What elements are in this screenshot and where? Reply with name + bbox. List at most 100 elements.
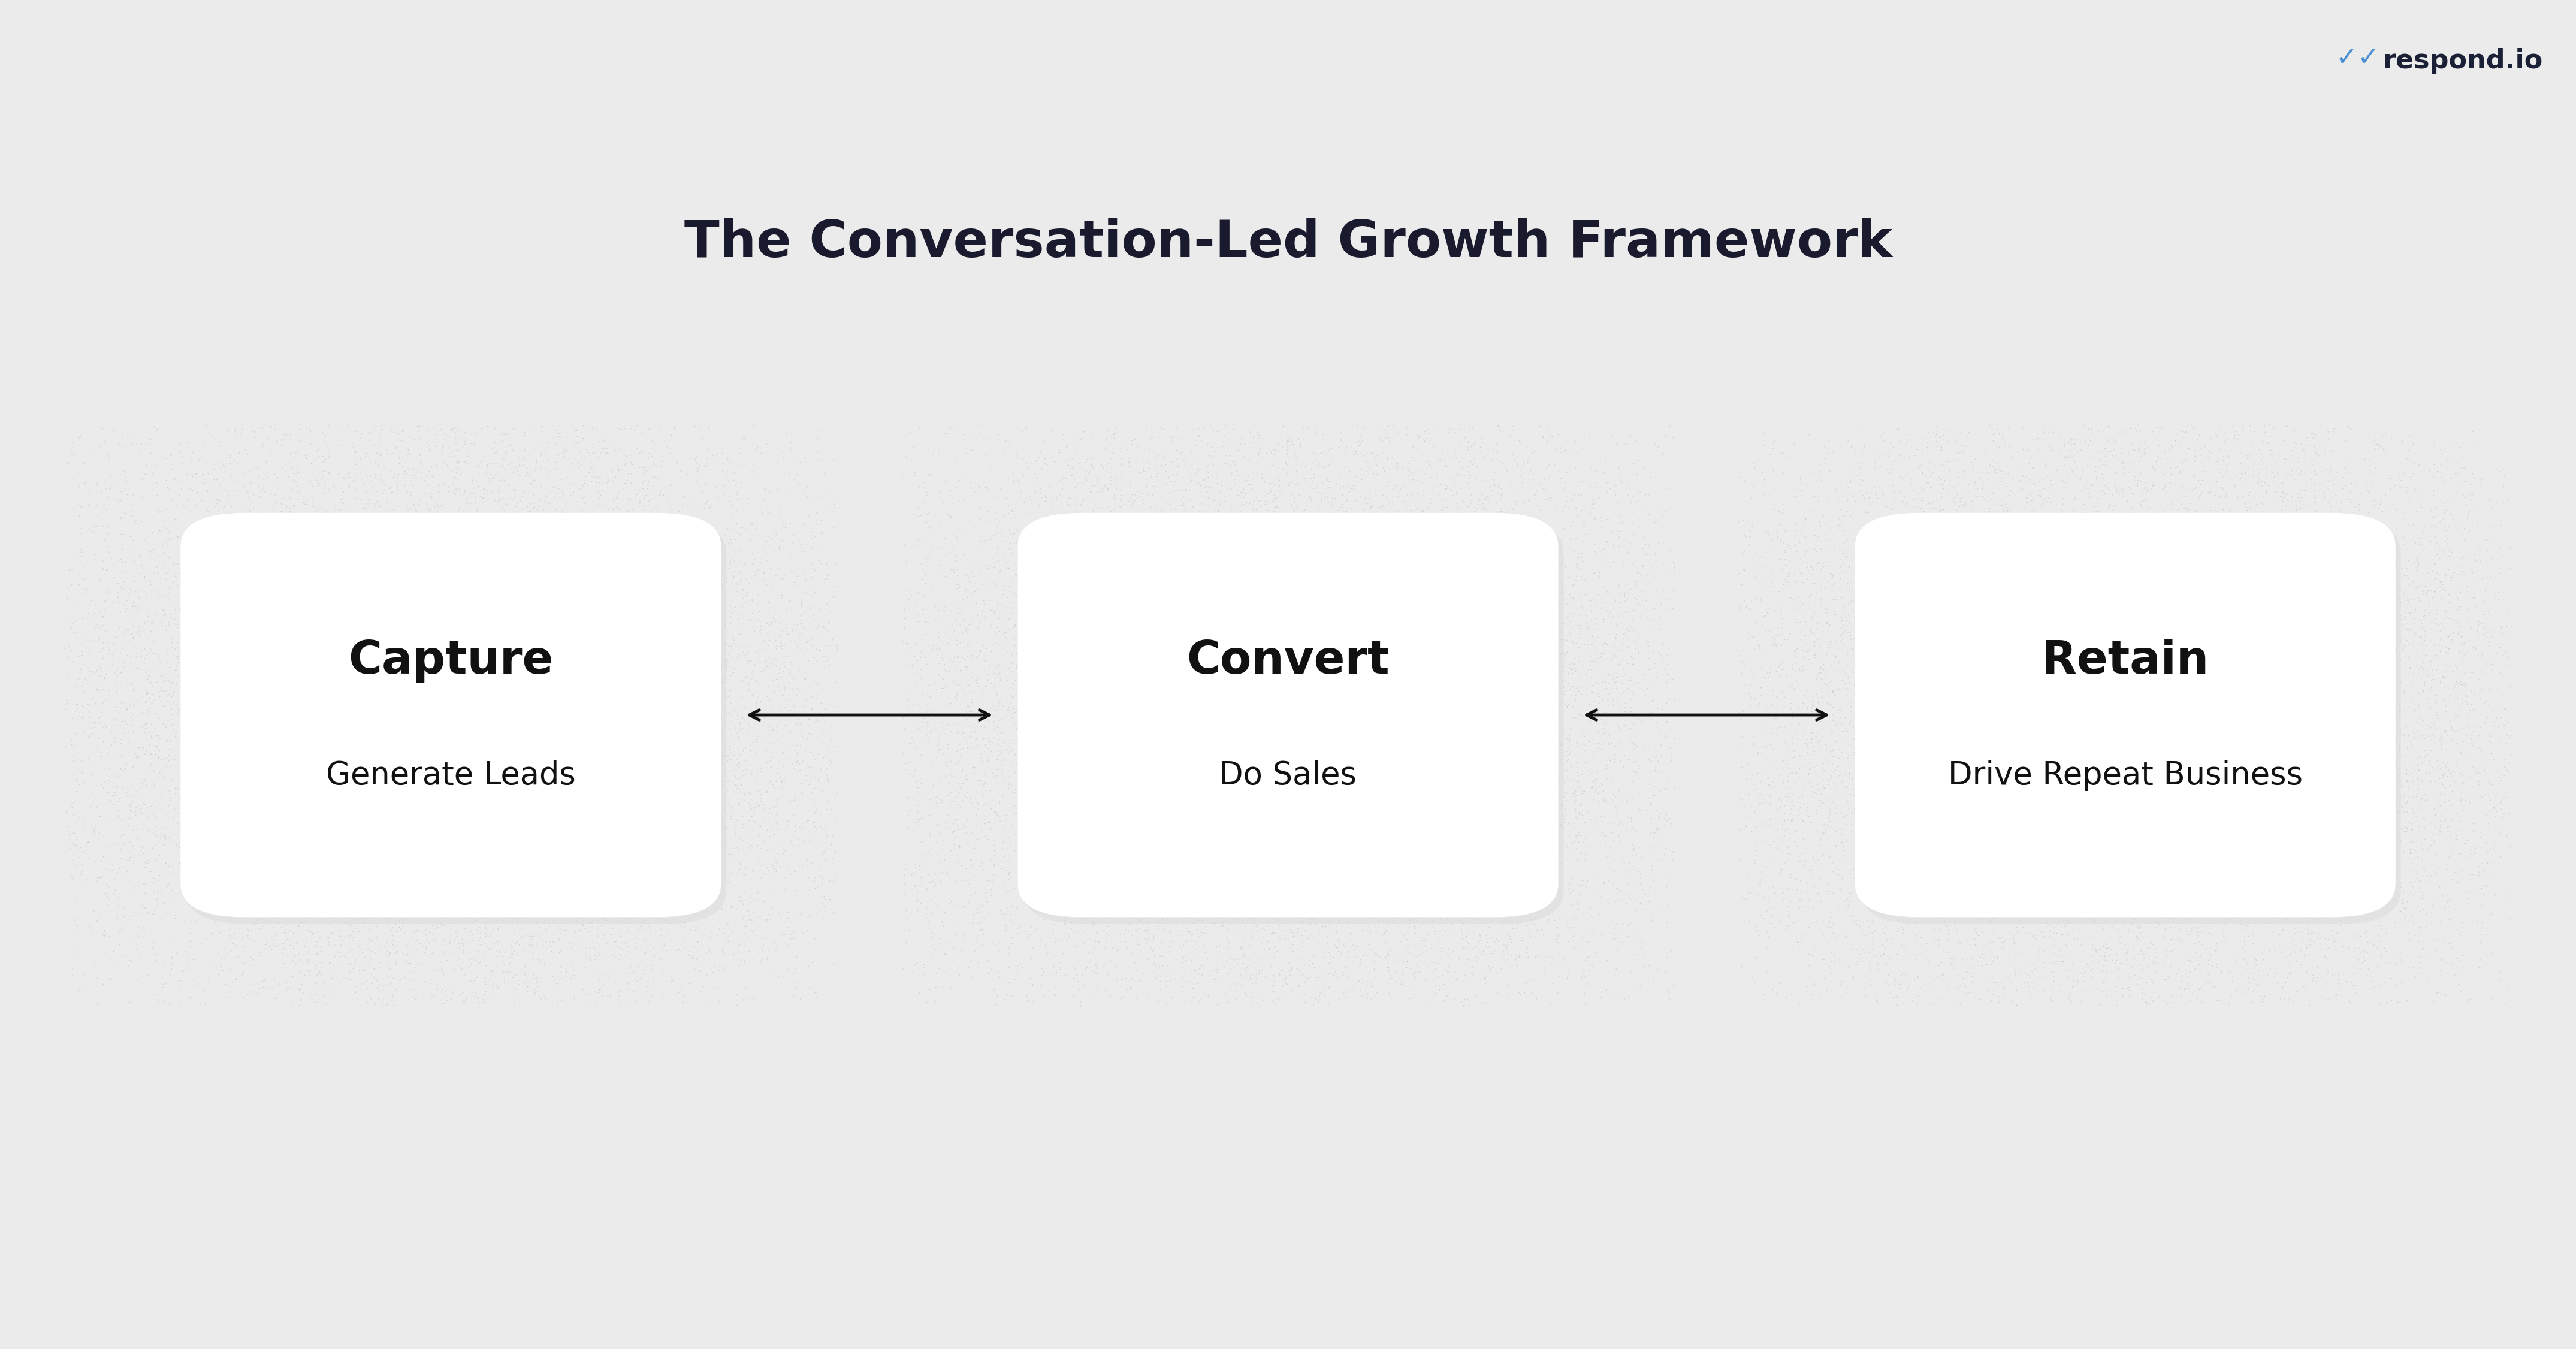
Point — [2391, 674, 2432, 696]
Point — [1850, 938, 1891, 959]
Point — [2045, 909, 2087, 931]
Point — [1984, 921, 2025, 943]
Point — [134, 746, 175, 768]
Point — [144, 824, 185, 846]
Point — [747, 859, 788, 881]
Point — [82, 865, 124, 886]
Point — [1018, 417, 1059, 438]
Point — [2427, 858, 2468, 880]
Point — [1772, 804, 1814, 826]
Point — [474, 432, 515, 453]
Point — [90, 476, 131, 498]
Point — [716, 482, 757, 503]
Point — [381, 912, 422, 934]
Point — [778, 643, 819, 665]
Point — [806, 724, 848, 746]
Point — [407, 438, 448, 460]
Point — [1610, 811, 1651, 832]
Point — [1025, 447, 1066, 468]
Point — [961, 897, 1002, 919]
Point — [2375, 726, 2416, 747]
Point — [2452, 581, 2494, 603]
Point — [1553, 530, 1595, 552]
Point — [1051, 500, 1092, 522]
Point — [518, 948, 559, 970]
Point — [922, 608, 963, 630]
Point — [1793, 757, 1834, 778]
Point — [301, 974, 343, 996]
Point — [1340, 948, 1381, 970]
Point — [775, 751, 817, 773]
Point — [397, 495, 438, 517]
Point — [147, 730, 188, 751]
Point — [2043, 951, 2084, 973]
Point — [760, 680, 801, 701]
Point — [2056, 981, 2097, 1002]
Point — [1285, 418, 1327, 440]
Point — [1940, 496, 1981, 518]
Point — [698, 924, 739, 946]
Point — [2460, 519, 2501, 541]
Point — [711, 688, 752, 710]
Point — [1288, 417, 1329, 438]
Point — [582, 437, 623, 459]
Point — [778, 708, 819, 730]
Point — [343, 436, 384, 457]
Point — [1386, 974, 1427, 996]
Point — [2439, 940, 2481, 962]
Point — [1767, 888, 1808, 909]
Point — [124, 803, 165, 824]
Point — [1231, 925, 1273, 947]
Point — [1806, 750, 1847, 772]
Point — [2455, 843, 2496, 865]
Point — [961, 778, 1002, 800]
Point — [1566, 563, 1607, 584]
Point — [729, 816, 770, 838]
Point — [1646, 876, 1687, 897]
Point — [1814, 967, 1855, 989]
Point — [2468, 621, 2509, 642]
Point — [1620, 735, 1662, 757]
Point — [1177, 464, 1218, 486]
Point — [1476, 491, 1517, 513]
Point — [1806, 692, 1847, 714]
Point — [1824, 902, 1865, 924]
Point — [142, 867, 183, 889]
Point — [750, 488, 791, 510]
Point — [719, 648, 760, 669]
Point — [773, 679, 814, 700]
Point — [129, 886, 170, 908]
Point — [938, 707, 979, 728]
Point — [2398, 478, 2439, 499]
Point — [806, 604, 848, 626]
Point — [1059, 979, 1100, 1001]
Point — [1054, 916, 1095, 938]
Point — [1388, 460, 1430, 482]
Point — [2061, 465, 2102, 487]
Point — [1515, 947, 1556, 969]
Point — [142, 633, 183, 654]
Point — [2071, 444, 2112, 465]
Point — [2012, 925, 2053, 947]
Point — [791, 923, 832, 944]
Point — [70, 832, 111, 854]
Point — [974, 418, 1015, 440]
Point — [2383, 884, 2424, 905]
Point — [492, 929, 533, 951]
Point — [1412, 950, 1453, 971]
Point — [1752, 962, 1793, 983]
Point — [1577, 943, 1618, 965]
Point — [2205, 442, 2246, 464]
Point — [325, 967, 366, 989]
Point — [1723, 540, 1765, 561]
Point — [621, 491, 662, 513]
Point — [1824, 840, 1865, 862]
Point — [2432, 510, 2473, 532]
Point — [2221, 963, 2262, 985]
Point — [762, 564, 804, 585]
Point — [142, 817, 183, 839]
Point — [791, 757, 832, 778]
Point — [237, 502, 278, 523]
Point — [2009, 983, 2050, 1005]
Point — [317, 434, 358, 456]
